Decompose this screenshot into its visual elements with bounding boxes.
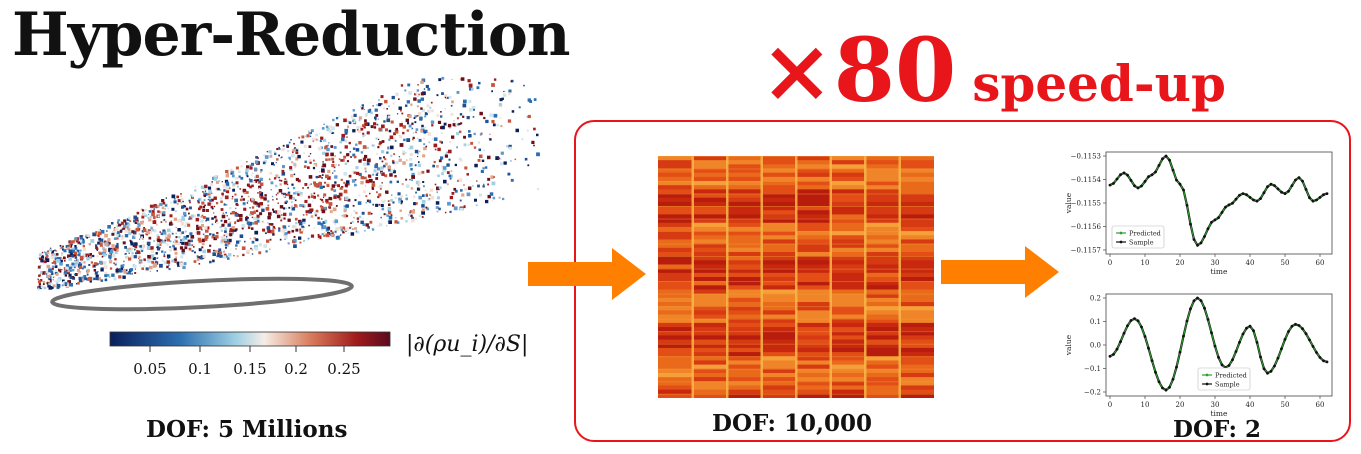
legend-entry: Predicted [1215, 372, 1247, 380]
y-tick-label: −0.1153 [1071, 153, 1101, 161]
airfoil-shape [50, 276, 354, 312]
snapshot-heatmap [658, 156, 934, 398]
colorbar-tick-label: 0.1 [188, 360, 212, 378]
colorbar-tick-label: 0.05 [133, 360, 166, 378]
speedup-factor: ×80 [760, 18, 957, 122]
speedup-heading: ×80 speed-up [760, 18, 1226, 122]
heatmap-cells [658, 156, 934, 398]
page-title: Hyper-Reduction [12, 0, 570, 70]
x-tick-label: 10 [1141, 401, 1150, 409]
flow-particles [37, 76, 540, 291]
x-tick-label: 30 [1211, 401, 1220, 409]
x-tick-label: 60 [1316, 259, 1325, 267]
x-tick-label: 10 [1141, 259, 1150, 267]
speedup-label: speed-up [972, 54, 1226, 113]
colorbar-label: |∂(ρu_i)/∂S| [406, 332, 529, 357]
dof-label-intermediate: DOF: 10,000 [712, 410, 873, 437]
y-tick-label: −0.1157 [1071, 247, 1101, 255]
x-axis-label: time [1211, 267, 1229, 276]
time-series-plot-2: 0.2 0.1 0.0 −0.1 −0.2 0 10 20 30 40 50 60 time value P… [1064, 293, 1333, 418]
x-tick-label: 30 [1211, 259, 1220, 267]
legend-entry: Sample [1215, 381, 1240, 389]
dof-label-full: DOF: 5 Millions [146, 416, 348, 443]
y-tick-label: 0.2 [1090, 295, 1101, 303]
y-tick-label: −0.1154 [1071, 176, 1102, 184]
colorbar-tick-label: 0.15 [233, 360, 266, 378]
legend-entry: Predicted [1129, 230, 1161, 238]
y-tick-label: −0.1 [1084, 365, 1101, 373]
x-tick-label: 60 [1316, 401, 1325, 409]
y-axis-label: value [1064, 334, 1073, 356]
x-tick-label: 20 [1176, 259, 1185, 267]
dof-label-reduced: DOF: 2 [1173, 416, 1261, 443]
right-arrow-icon [528, 248, 646, 300]
x-tick-label: 0 [1108, 401, 1112, 409]
right-arrow-icon [941, 246, 1059, 298]
time-series-plot-1: −0.1153 −0.1154 −0.1155 −0.1156 −0.1157 0 10 20… [1064, 151, 1333, 276]
legend-entry: Sample [1129, 239, 1154, 247]
x-tick-label: 50 [1281, 401, 1290, 409]
x-tick-label: 20 [1176, 401, 1185, 409]
y-axis-label: value [1064, 192, 1073, 214]
y-tick-label: −0.1156 [1071, 223, 1102, 231]
flow-field-image [37, 76, 540, 312]
x-tick-label: 40 [1246, 401, 1255, 409]
colorbar: 0.05 0.1 0.15 0.2 0.25 [109, 331, 391, 378]
x-tick-label: 0 [1108, 259, 1112, 267]
colorbar-gradient [109, 331, 391, 347]
y-tick-label: −0.1155 [1071, 200, 1101, 208]
x-axis-label: time [1211, 409, 1229, 418]
colorbar-tick-label: 0.25 [327, 360, 360, 378]
colorbar-tick-label: 0.2 [284, 360, 308, 378]
x-tick-label: 50 [1281, 259, 1290, 267]
y-tick-label: 0.0 [1090, 342, 1101, 350]
y-tick-label: 0.1 [1090, 318, 1101, 326]
x-tick-label: 40 [1246, 259, 1255, 267]
y-tick-label: −0.2 [1084, 389, 1101, 397]
